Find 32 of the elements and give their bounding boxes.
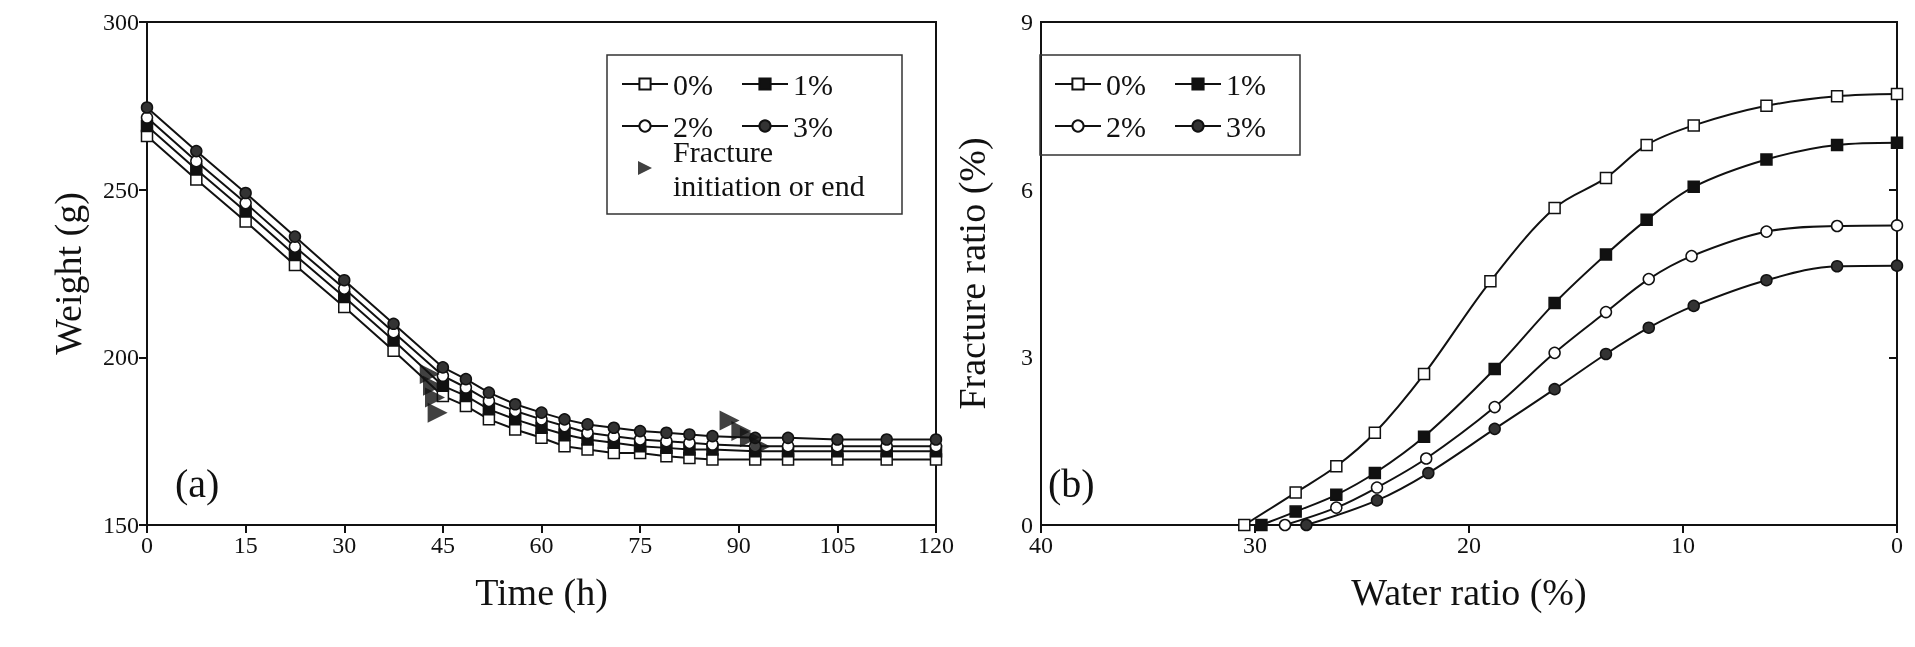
- x-tick-label: 105: [819, 532, 856, 558]
- y-axis-title: Weight (g): [47, 192, 90, 355]
- y-tick-label: 6: [1021, 176, 1033, 203]
- legend-label: 2%: [1106, 109, 1146, 143]
- y-axis-title: Fracture ratio (%): [951, 137, 994, 410]
- x-tick-label: 30: [332, 532, 357, 558]
- x-axis-title: Water ratio (%): [1351, 571, 1587, 614]
- x-tick-label: 15: [233, 532, 258, 558]
- x-tick-label: 120: [918, 532, 954, 558]
- x-tick-label: 10: [1671, 532, 1695, 558]
- legend-label: 1%: [793, 67, 833, 101]
- legend-label: 3%: [1226, 109, 1266, 143]
- y-tick-label: 300: [103, 9, 139, 35]
- y-tick-label: 9: [1021, 9, 1033, 35]
- legend-label: 0%: [1106, 67, 1146, 101]
- x-axis-title: Time (h): [475, 571, 608, 614]
- x-tick-label: 90: [726, 532, 751, 558]
- y-tick-label: 3: [1021, 344, 1033, 371]
- x-tick-label: 75: [628, 532, 653, 558]
- y-tick-label: 250: [103, 176, 139, 203]
- y-tick-label: 150: [103, 512, 139, 538]
- x-tick-label: 30: [1243, 532, 1267, 558]
- legend-label: 1%: [1226, 67, 1266, 101]
- annotation: (a): [175, 460, 220, 506]
- annotation: (b): [1048, 460, 1095, 506]
- legend-label: 0%: [673, 67, 713, 101]
- y-tick-label: 200: [103, 344, 139, 371]
- legend-label: 3%: [793, 109, 833, 143]
- x-tick-label: 45: [430, 532, 455, 558]
- x-tick-label: 20: [1457, 532, 1481, 558]
- x-tick-label: 0: [1891, 532, 1903, 558]
- x-tick-label: 60: [529, 532, 554, 558]
